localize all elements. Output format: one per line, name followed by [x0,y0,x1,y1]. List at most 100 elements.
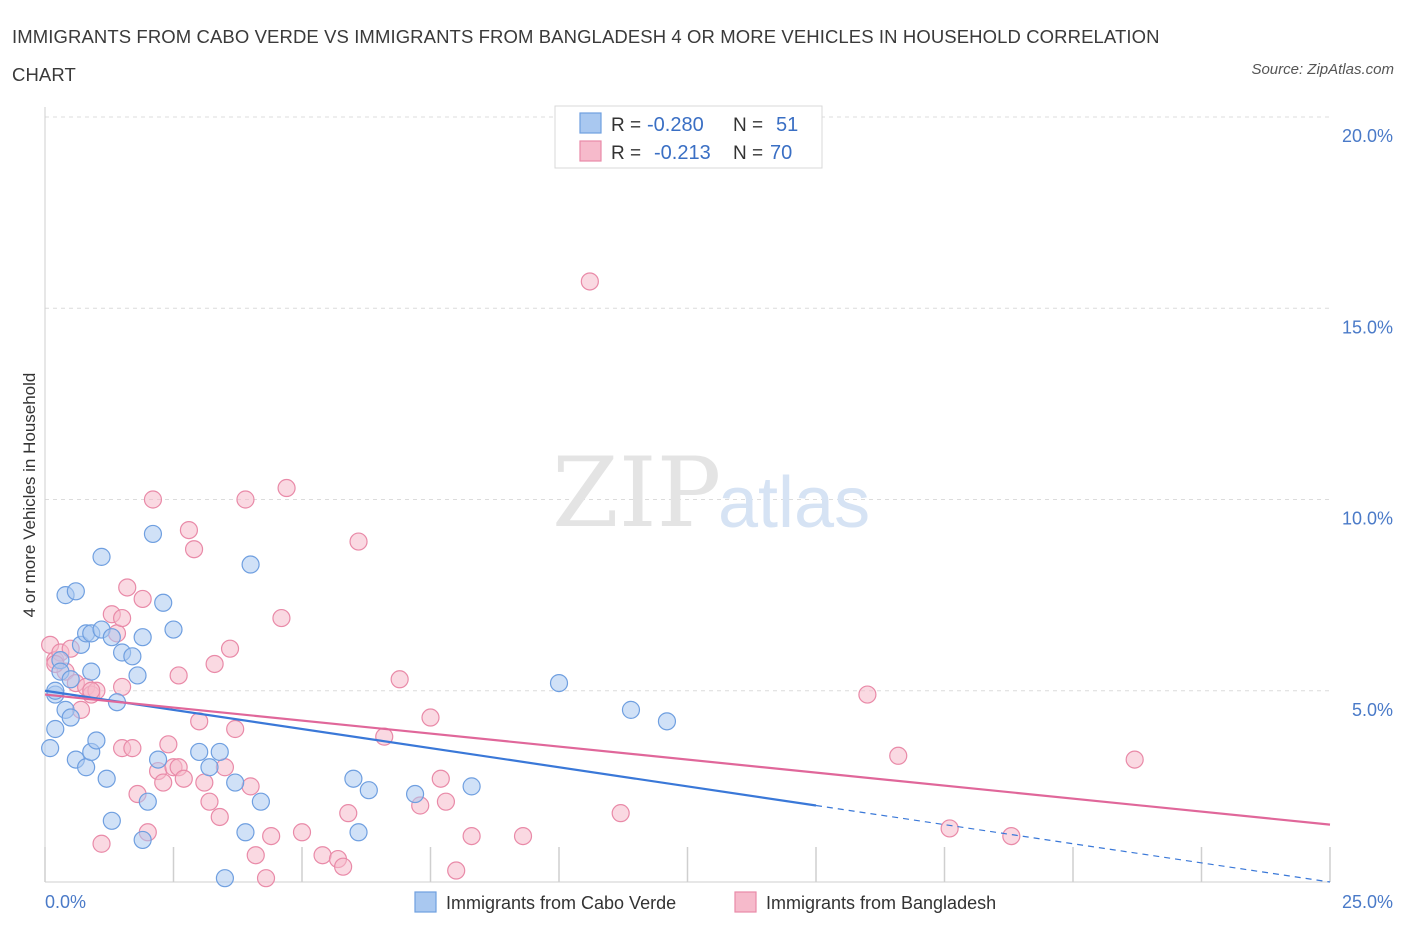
data-point [272,608,291,628]
data-point [1125,750,1144,769]
data-point [200,792,219,811]
data-point [195,773,214,792]
data-point [215,869,234,888]
trend-line [44,693,1331,826]
legend-r-label-cabo-verde: R = [611,115,641,136]
series-bangladesh-points [41,272,1144,888]
data-point [241,777,260,796]
legend-swatch-bangladesh [579,140,602,162]
data-point [169,666,188,685]
y-tick-label: 15.0% [1342,317,1393,337]
data-point [292,823,312,842]
data-point [190,742,209,762]
data-point [220,639,240,658]
data-point [251,792,270,811]
x-tick-label: 25.0% [1342,892,1393,912]
legend-n-value-cabo-verde: 51 [776,114,798,136]
data-point [133,589,152,609]
data-point [313,846,332,865]
data-point [112,608,132,628]
data-point [349,532,368,551]
watermark-zip: ZIP [552,437,721,549]
y-axis-title: 4 or more Vehicles in Household [20,373,39,618]
data-point [390,670,409,689]
legend-n-label-bangladesh: N = [733,143,763,164]
data-point [657,712,677,731]
data-point [226,719,245,739]
data-point [889,746,908,765]
data-point [277,478,296,498]
data-point [513,826,533,846]
bottom-legend-swatch-bangladesh [734,891,757,913]
data-point [118,578,137,597]
data-point [123,739,142,758]
data-point [77,758,96,777]
data-point [447,861,466,880]
data-point [262,826,281,846]
y-tick-label: 10.0% [1342,509,1393,529]
data-point [164,620,183,639]
series-legend: Immigrants from Cabo Verde Immigrants fr… [414,891,996,913]
stats-legend: R = -0.280 N = 51 R = -0.213 N = 70 [554,105,823,169]
data-point [41,739,60,758]
legend-swatch-cabo-verde [579,112,602,134]
chart-title: IMMIGRANTS FROM CABO VERDE VS IMMIGRANTS… [12,26,1160,85]
y-tick-label: 5.0% [1352,700,1393,720]
data-point [148,750,168,769]
data-point [256,869,276,888]
watermark-atlas: atlas [718,463,870,543]
trend-line [44,689,817,807]
data-point [112,677,132,697]
trend-line-extension [815,804,1331,883]
legend-r-value-bangladesh: -0.213 [654,142,711,164]
data-point [431,769,450,788]
data-point [66,582,85,601]
data-point [226,773,245,792]
data-point [143,490,163,509]
data-point [205,654,224,674]
data-point [138,792,157,811]
data-point [334,857,353,876]
data-point [236,490,255,509]
tick-labels: 5.0% 10.0% 15.0% 20.0% 0.0% 25.0% [45,126,1393,912]
bottom-legend-swatch-cabo-verde [414,891,437,913]
data-point [241,555,260,574]
data-point [1002,826,1021,846]
data-point [462,777,481,796]
data-point [102,628,121,647]
data-point [549,673,569,693]
data-point [102,811,121,830]
data-point [179,520,199,540]
legend-n-value-bangladesh: 70 [770,142,792,164]
data-point [421,708,440,727]
data-point [123,647,142,666]
data-point [61,708,80,727]
data-point [133,628,152,647]
data-point [154,773,173,792]
data-point [133,830,152,850]
axes [44,107,1331,883]
data-point [154,593,173,612]
data-point [143,524,163,544]
gridlines [45,116,1330,692]
data-point [349,823,368,842]
data-point [46,719,65,739]
data-point [359,781,378,800]
data-point [92,547,111,566]
data-point [92,834,111,853]
trend-lines [44,689,1331,883]
legend-r-value-cabo-verde: -0.280 [647,114,704,136]
data-point [210,807,229,827]
data-point [344,769,363,788]
data-point [97,769,116,788]
data-point [339,804,358,823]
legend-n-label-cabo-verde: N = [733,115,763,136]
data-point [87,731,106,750]
data-point [215,758,234,777]
data-point [61,670,80,689]
data-point [200,758,219,777]
data-point [236,823,255,842]
data-point [580,272,599,291]
source-label: Source: ZipAtlas.com [1251,61,1394,78]
